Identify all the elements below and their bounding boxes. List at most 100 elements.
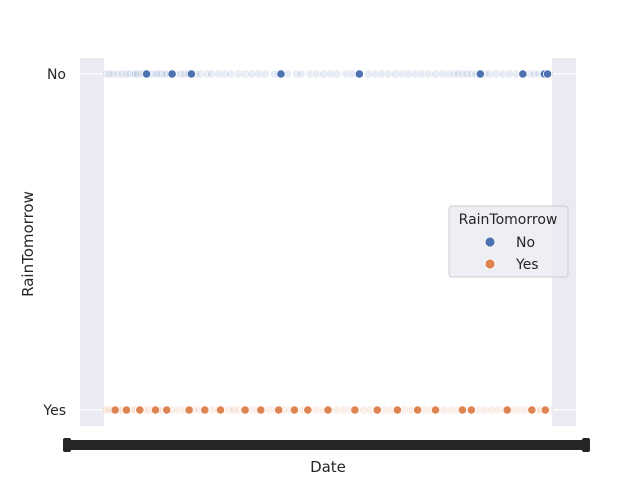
legend-box <box>448 205 569 278</box>
data-point-no <box>101 69 111 79</box>
data-point-no <box>370 69 380 79</box>
data-point-yes <box>173 405 183 415</box>
data-point-yes <box>502 405 512 415</box>
data-point-no <box>424 69 434 79</box>
data-point-yes <box>412 405 423 415</box>
data-point-yes <box>135 405 145 415</box>
data-point-yes <box>256 405 266 415</box>
data-point-no <box>397 69 407 79</box>
data-point-no <box>254 69 264 79</box>
data-point-no <box>431 69 441 79</box>
data-point-no <box>498 69 508 79</box>
x-tick-labels <box>63 438 590 452</box>
data-point-no <box>518 69 528 79</box>
data-point-yes <box>540 405 550 415</box>
data-point-no <box>475 69 485 79</box>
data-point-yes <box>121 405 132 415</box>
data-point-no <box>276 69 286 79</box>
data-point-no <box>312 69 322 79</box>
data-point-yes <box>289 405 299 415</box>
legend-label-yes: Yes <box>515 257 539 273</box>
data-point-no <box>104 69 114 79</box>
data-point-no <box>383 69 393 79</box>
data-point-no <box>141 69 152 79</box>
data-point-no <box>491 69 501 79</box>
data-point-no <box>233 69 243 79</box>
data-point-yes <box>480 405 490 415</box>
data-point-no <box>226 69 236 79</box>
data-point-no <box>153 69 163 79</box>
data-point-no <box>504 69 514 79</box>
data-point-no <box>377 69 387 79</box>
data-point-yes <box>200 405 210 415</box>
x-tick-label-start <box>63 438 71 452</box>
data-point-no <box>247 69 257 79</box>
data-point-no <box>354 69 364 79</box>
data-point-yes <box>439 405 449 415</box>
data-point-no <box>542 69 553 79</box>
data-point-no <box>240 69 250 79</box>
data-point-no <box>325 69 335 79</box>
data-point-no <box>332 69 342 79</box>
data-point-yes <box>487 405 497 415</box>
data-point-yes <box>265 405 275 415</box>
legend-title: RainTomorrow <box>459 212 558 228</box>
legend: RainTomorrow No Yes <box>448 205 569 278</box>
data-point-no <box>207 69 217 79</box>
data-point-no <box>449 69 459 79</box>
data-point-no <box>305 69 315 79</box>
data-point-yes <box>215 405 226 415</box>
data-point-yes <box>184 405 194 415</box>
y-tick-label: Yes <box>42 403 66 419</box>
data-point-no <box>444 69 454 79</box>
data-point-no <box>213 69 223 79</box>
data-point-yes <box>303 405 313 415</box>
data-point-yes <box>323 405 333 415</box>
data-point-no <box>363 69 373 79</box>
data-point-no <box>484 69 494 79</box>
data-point-no <box>319 69 329 79</box>
x-tick-label-end <box>582 438 590 452</box>
x-tick-label-band <box>63 440 590 450</box>
data-point-yes <box>100 405 110 415</box>
data-point-no <box>133 69 143 79</box>
data-point-no <box>417 69 427 79</box>
data-point-no <box>167 69 177 79</box>
data-point-yes <box>150 405 161 415</box>
data-point-no <box>260 69 270 79</box>
data-point-yes <box>274 405 284 415</box>
data-point-no <box>296 69 306 79</box>
data-point-no <box>410 69 420 79</box>
data-point-no <box>437 69 447 79</box>
data-points <box>100 69 555 415</box>
data-point-no <box>195 69 205 79</box>
data-point-yes <box>372 405 382 415</box>
data-point-no <box>404 69 414 79</box>
data-point-yes <box>162 405 172 415</box>
data-point-yes <box>466 405 476 415</box>
data-point-yes <box>527 405 537 415</box>
data-point-no <box>121 69 131 79</box>
legend-marker-no <box>484 236 496 248</box>
y-tick-label: No <box>47 67 66 83</box>
data-point-yes <box>392 405 403 415</box>
data-point-no <box>186 69 196 79</box>
data-point-yes <box>513 405 523 415</box>
data-point-no <box>341 69 351 79</box>
data-point-yes <box>240 405 250 415</box>
data-point-yes <box>312 405 322 415</box>
data-point-yes <box>339 405 349 415</box>
data-point-yes <box>359 405 369 415</box>
data-point-yes <box>446 405 456 415</box>
legend-marker-yes <box>484 258 496 270</box>
y-tick-labels: No Yes <box>42 67 66 419</box>
legend-label-no: No <box>516 235 535 251</box>
data-point-yes <box>332 405 342 415</box>
data-point-yes <box>110 405 120 415</box>
data-point-no <box>156 69 166 79</box>
data-point-yes <box>430 405 441 415</box>
data-point-no <box>390 69 400 79</box>
data-point-yes <box>493 405 503 415</box>
data-point-yes <box>457 405 467 415</box>
